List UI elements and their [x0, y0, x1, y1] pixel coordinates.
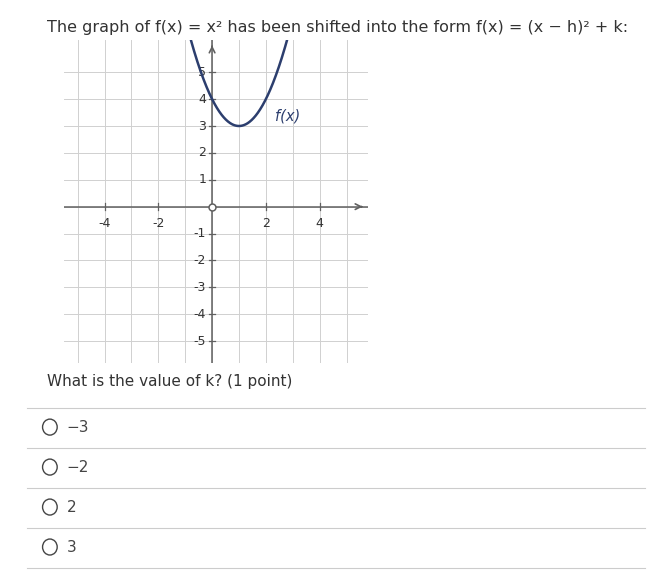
Text: -1: -1	[194, 227, 206, 240]
Text: 2: 2	[198, 146, 206, 159]
Text: 1: 1	[198, 173, 206, 186]
Text: -2: -2	[194, 254, 206, 267]
Text: 4: 4	[316, 217, 324, 230]
Text: 3: 3	[66, 540, 76, 554]
Text: 4: 4	[198, 93, 206, 106]
Text: -2: -2	[152, 217, 164, 230]
Text: −2: −2	[66, 460, 89, 475]
Text: 5: 5	[198, 66, 206, 79]
Text: 2: 2	[262, 217, 270, 230]
Text: 3: 3	[198, 119, 206, 132]
Text: -4: -4	[98, 217, 111, 230]
Text: What is the value of k? (1 point): What is the value of k? (1 point)	[47, 374, 292, 389]
Text: 2: 2	[66, 500, 76, 514]
Text: -5: -5	[194, 335, 206, 348]
Text: -3: -3	[194, 281, 206, 294]
Text: -4: -4	[194, 308, 206, 321]
Text: −3: −3	[66, 420, 89, 435]
Text: f(x): f(x)	[275, 108, 301, 124]
Text: The graph of f(x) = x² has been shifted into the form f(x) = (x − h)² + k:: The graph of f(x) = x² has been shifted …	[47, 20, 628, 35]
